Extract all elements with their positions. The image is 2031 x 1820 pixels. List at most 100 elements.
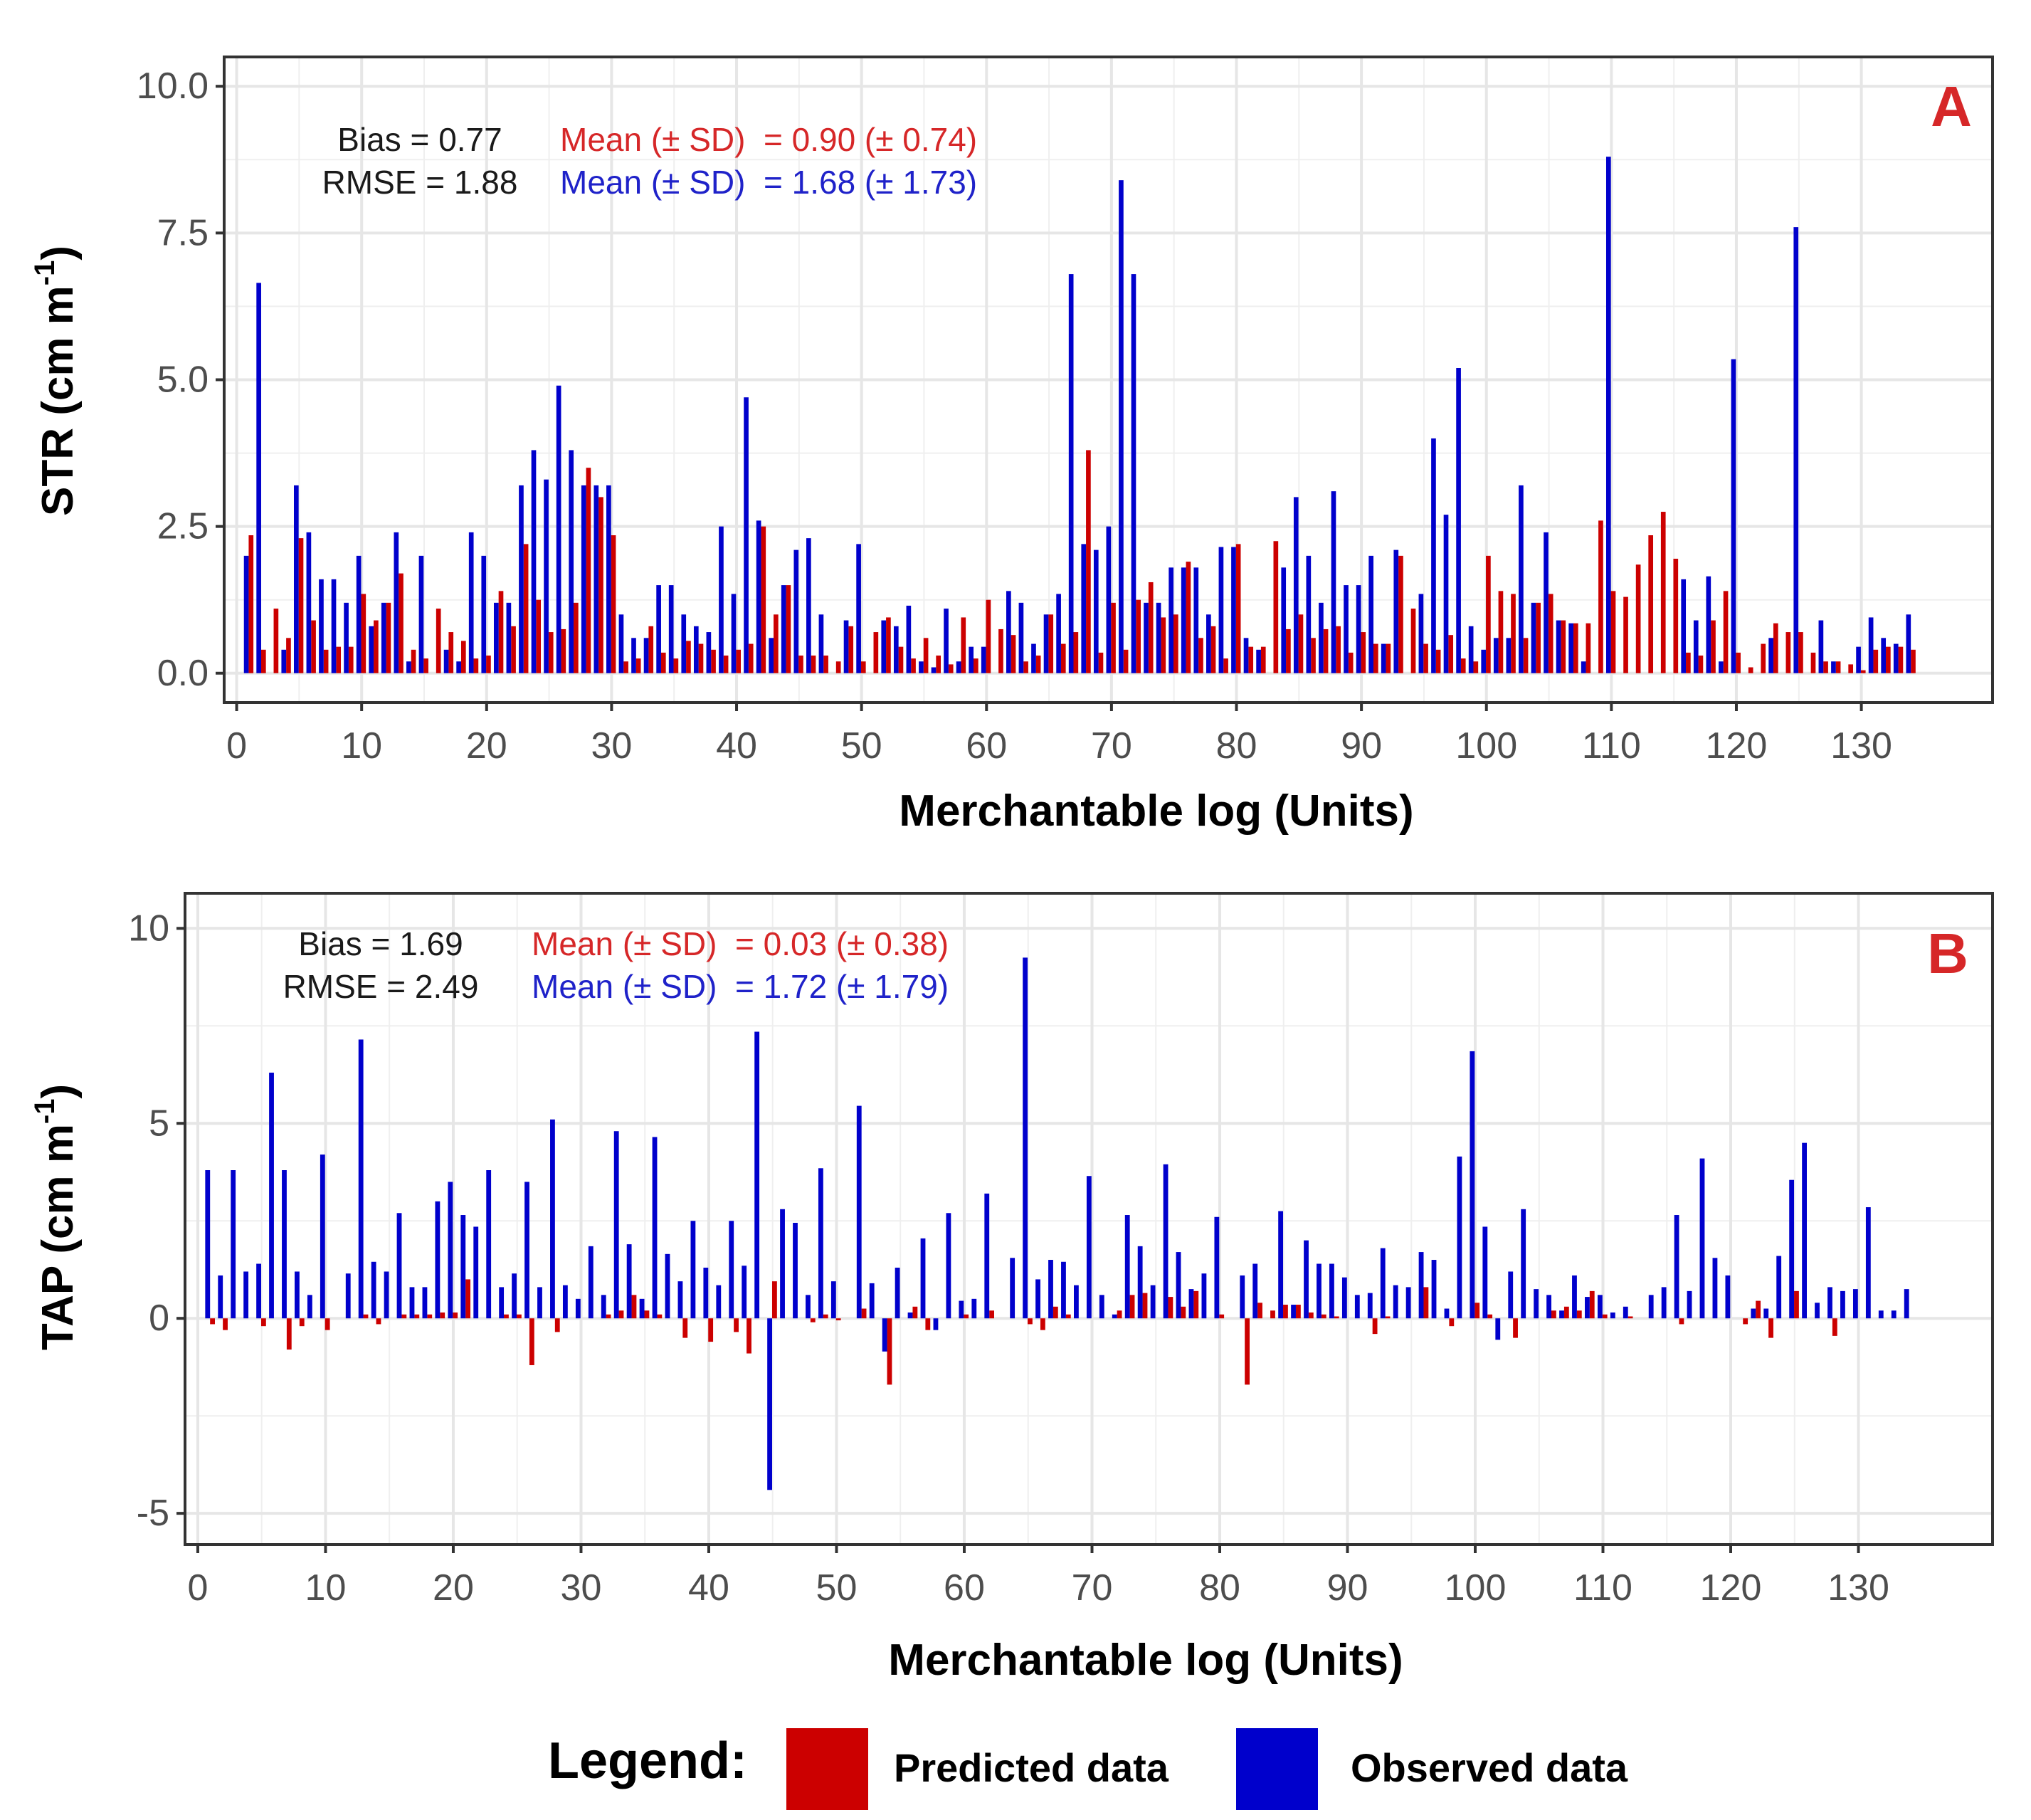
panel-a-predicted-bar — [848, 626, 854, 673]
panel-a-predicted-bar — [1073, 632, 1079, 673]
panel-a-observed-bar — [1368, 555, 1373, 673]
panel-a-predicted-bar — [1511, 594, 1516, 673]
panel-b-observed-bar — [1240, 1275, 1245, 1319]
panel-a-predicted-bar — [498, 591, 504, 673]
panel-b-predicted-bar — [1181, 1306, 1186, 1319]
panel-b-predicted-bar — [1679, 1318, 1684, 1325]
panel-b-observed-bar — [1304, 1240, 1309, 1319]
panel-a-predicted-bar — [911, 658, 916, 673]
panel-a-observed-bar — [1006, 591, 1011, 673]
panel-b-predicted-bar — [1219, 1314, 1225, 1319]
panel-a-predicted-bar — [923, 638, 929, 673]
panel-a-observed-bar — [281, 649, 287, 673]
panel-b-predicted-bar — [1628, 1316, 1633, 1319]
panel-b-observed-bar — [1048, 1260, 1053, 1319]
panel-b-predicted-bar — [1794, 1290, 1799, 1319]
panel-a-observed-bar — [1119, 180, 1124, 673]
panel-a-predicted-bar — [1723, 591, 1729, 673]
panel-b-observed-bar — [371, 1261, 376, 1319]
panel-b-observed-bar — [1878, 1310, 1884, 1319]
panel-b-observed-bar — [1763, 1308, 1769, 1319]
panel-a-observed-bar — [806, 538, 811, 673]
panel-a-observed-bar — [1693, 620, 1699, 673]
panel-b-x-tick-label: 0 — [187, 1567, 208, 1609]
panel-b-observed-bar — [550, 1119, 555, 1319]
panel-a-observed-bar — [581, 485, 586, 673]
panel-b-predicted-bar — [682, 1318, 688, 1338]
panel-b-predicted-bar — [223, 1318, 228, 1330]
panel-b-predicted-bar — [734, 1318, 739, 1332]
panel-a-observed-bar — [631, 638, 636, 673]
panel-b-observed-bar — [613, 1131, 619, 1319]
panel-a-observed-bar — [818, 614, 824, 673]
panel-a-observed-bar — [406, 661, 411, 673]
panel-b-predicted-bar — [325, 1318, 330, 1330]
panel-a-predicted-bar — [1798, 632, 1803, 673]
panel-a-observed-bar — [1193, 567, 1199, 673]
panel-a-predicted-bar — [998, 628, 1003, 673]
panel-b-observed-bar — [1802, 1142, 1807, 1319]
panel-b-predicted-bar — [708, 1318, 714, 1342]
panel-a-predicted-bar — [1248, 646, 1254, 673]
panel-a-observed-bar — [1344, 585, 1349, 673]
panel-a-predicted-bar — [948, 664, 954, 673]
panel-a-observed-bar — [1331, 491, 1336, 673]
panel-a-predicted-bar — [1773, 623, 1778, 673]
legend-swatch-observed — [1236, 1728, 1318, 1810]
panel-a-predicted-bar — [1223, 658, 1228, 673]
panel-b-observed-bar — [282, 1170, 287, 1319]
panel-a-predicted-bar — [473, 658, 479, 673]
panel-b-observed-bar — [1610, 1312, 1615, 1319]
panel-b-predicted-bar — [465, 1279, 471, 1319]
panel-b-predicted-bar — [299, 1318, 305, 1327]
panel-a-predicted-bar — [536, 599, 542, 673]
panel-b-observed-bar — [830, 1281, 836, 1319]
panel-b-observed-bar — [1482, 1226, 1488, 1319]
panel-a-observed-bar — [1206, 614, 1211, 673]
panel-b-predicted-bar — [401, 1314, 407, 1319]
panel-b-observed-bar — [1341, 1277, 1347, 1319]
panel-b-predicted-bar — [286, 1318, 292, 1350]
panel-a-observed-bar — [306, 532, 312, 673]
panel-a-observed-bar — [381, 602, 386, 673]
panel-a-observed-bar — [544, 479, 549, 673]
panel-b-predicted-bar — [554, 1318, 560, 1332]
panel-b-observed-bar — [703, 1267, 709, 1319]
panel-b-predicted-bar — [823, 1314, 828, 1319]
panel-b-observed-bar — [1904, 1289, 1909, 1319]
panel-a-predicted-bar — [523, 544, 529, 673]
panel-a-predicted-bar — [1435, 649, 1441, 673]
panel-b-predicted-bar — [376, 1318, 381, 1325]
panel-a-observed-bar — [981, 646, 986, 673]
panel-a-predicted-bar — [1198, 638, 1203, 673]
panel-b-observed-bar — [409, 1287, 415, 1319]
panel-a-observed-bar — [1381, 643, 1386, 673]
panel-a-predicted-bar — [936, 656, 941, 673]
panel-b-predicted-bar — [414, 1314, 420, 1319]
panel-a-predicted-bar — [961, 617, 966, 673]
panel-a-predicted-bar — [561, 628, 566, 673]
panel-b-observed-bar — [460, 1215, 466, 1319]
panel-a-x-tick-label: 0 — [226, 725, 247, 767]
panel-b-predicted-bar — [516, 1314, 522, 1319]
panel-a-x-tick-label: 40 — [716, 725, 757, 767]
panel-a-predicted-bar — [1348, 652, 1354, 673]
panel-b-predicted-mean-text: Mean (± SD) = 0.03 (± 0.38) — [532, 925, 949, 962]
panel-b-observed-bar — [1393, 1285, 1398, 1319]
panel-b-predicted-bar — [1040, 1318, 1045, 1330]
panel-b-observed-bar — [946, 1213, 951, 1319]
panel-b-observed-bar — [716, 1285, 722, 1319]
panel-a-predicted-bar — [611, 535, 616, 673]
panel-a-observed-bar — [1181, 567, 1186, 673]
panel-a-predicted-bar — [1586, 623, 1591, 673]
panel-a-observed-bar — [881, 620, 887, 673]
panel-b-observed-bar — [1201, 1273, 1207, 1319]
panel-b-predicted-bar — [260, 1318, 266, 1327]
panel-b-observed-bar — [920, 1238, 926, 1319]
panel-a-observed-bar — [769, 638, 774, 673]
panel-b-observed-bar — [652, 1137, 658, 1319]
panel-a-observed-bar — [456, 661, 461, 673]
panel-b-observed-bar — [1623, 1306, 1628, 1319]
panel-a-observed-bar — [1493, 638, 1499, 673]
panel-b-observed-bar — [396, 1213, 402, 1319]
